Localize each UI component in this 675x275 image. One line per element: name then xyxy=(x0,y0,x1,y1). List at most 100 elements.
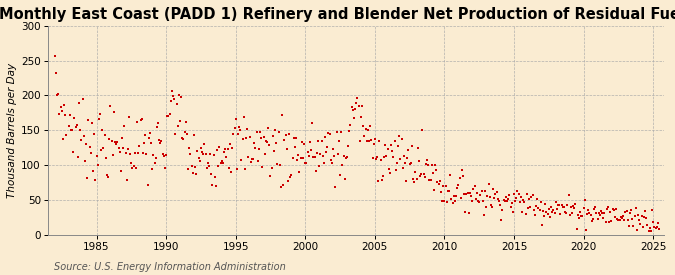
Point xyxy=(628,224,639,228)
Point xyxy=(60,112,71,117)
Point xyxy=(410,170,421,174)
Point xyxy=(83,118,94,123)
Point xyxy=(541,210,552,214)
Point xyxy=(622,218,633,222)
Point xyxy=(319,160,329,165)
Point xyxy=(148,153,159,158)
Point xyxy=(561,211,572,215)
Point xyxy=(433,182,444,186)
Point xyxy=(653,227,664,231)
Point xyxy=(335,172,346,177)
Point xyxy=(301,161,312,165)
Point xyxy=(467,199,478,203)
Point xyxy=(439,199,450,204)
Point xyxy=(63,124,74,128)
Point xyxy=(132,119,142,124)
Point xyxy=(568,204,578,208)
Point xyxy=(295,156,306,160)
Point xyxy=(591,211,601,215)
Point xyxy=(360,126,371,131)
Point xyxy=(274,163,285,167)
Point xyxy=(496,218,507,222)
Point xyxy=(569,206,580,210)
Point xyxy=(112,139,123,144)
Point xyxy=(498,197,509,202)
Point xyxy=(529,213,540,218)
Point xyxy=(92,163,103,167)
Point xyxy=(161,153,171,157)
Point xyxy=(237,137,248,141)
Point xyxy=(549,211,560,215)
Point xyxy=(385,143,396,147)
Point xyxy=(115,169,126,174)
Point xyxy=(77,97,88,101)
Point xyxy=(645,229,656,233)
Point xyxy=(531,204,541,208)
Point xyxy=(374,139,385,144)
Point xyxy=(424,178,435,182)
Point xyxy=(264,143,275,148)
Point xyxy=(68,150,79,154)
Point xyxy=(435,190,446,194)
Point xyxy=(193,156,204,161)
Point xyxy=(425,178,436,182)
Point xyxy=(593,211,604,215)
Point xyxy=(453,183,464,188)
Point xyxy=(362,128,373,132)
Point xyxy=(270,128,281,132)
Point xyxy=(630,206,641,211)
Point xyxy=(138,151,148,155)
Point xyxy=(408,177,418,181)
Point xyxy=(373,179,383,183)
Point xyxy=(72,155,83,159)
Point xyxy=(352,96,363,100)
Point xyxy=(481,205,491,210)
Point xyxy=(446,197,457,202)
Point xyxy=(506,200,517,205)
Point xyxy=(111,142,122,146)
Point xyxy=(620,210,630,214)
Point xyxy=(140,133,151,137)
Point xyxy=(217,159,227,164)
Point xyxy=(204,163,215,168)
Point xyxy=(634,218,645,222)
Point xyxy=(562,202,573,207)
Point xyxy=(259,152,270,156)
Point xyxy=(614,218,625,222)
Point xyxy=(466,193,477,198)
Point xyxy=(393,144,404,148)
Point xyxy=(553,203,564,207)
Point xyxy=(127,166,138,170)
Point xyxy=(128,163,139,168)
Point xyxy=(603,205,614,210)
Point xyxy=(639,215,649,219)
Point xyxy=(484,195,495,199)
Point xyxy=(443,189,454,193)
Point xyxy=(114,149,125,154)
Point xyxy=(284,132,294,136)
Point xyxy=(592,216,603,221)
Point xyxy=(209,153,219,157)
Point xyxy=(214,145,225,150)
Point xyxy=(379,155,389,159)
Point xyxy=(344,129,355,134)
Point xyxy=(526,195,537,199)
Point xyxy=(51,70,61,75)
Point xyxy=(369,141,379,146)
Point xyxy=(452,186,462,190)
Point xyxy=(451,194,462,199)
Point xyxy=(597,211,608,216)
Point xyxy=(547,210,558,214)
Point xyxy=(89,132,100,136)
Point xyxy=(342,154,352,159)
Point xyxy=(151,125,162,130)
Point xyxy=(350,107,360,111)
Point xyxy=(358,124,369,129)
Point xyxy=(599,211,610,215)
Point xyxy=(190,165,200,169)
Point xyxy=(395,157,406,161)
Point xyxy=(645,226,655,230)
Point xyxy=(206,171,217,176)
Point xyxy=(514,200,525,205)
Point xyxy=(294,170,305,174)
